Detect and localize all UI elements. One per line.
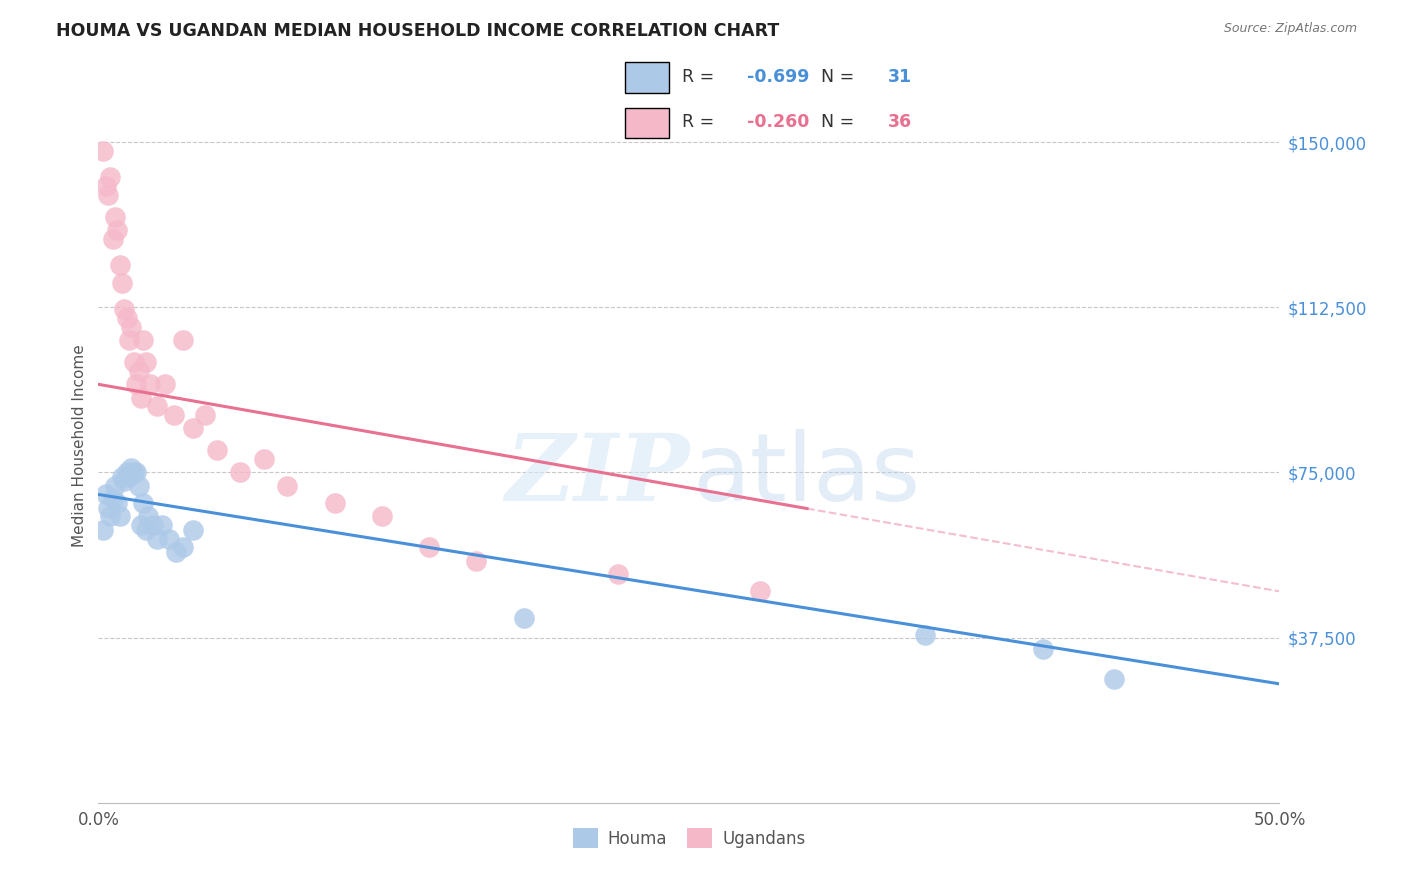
Point xyxy=(157,532,180,546)
Text: -0.699: -0.699 xyxy=(747,68,808,86)
Point xyxy=(128,478,150,492)
Point xyxy=(748,584,770,599)
Point xyxy=(97,500,120,515)
Point xyxy=(101,232,124,246)
Point xyxy=(115,311,138,326)
Point xyxy=(111,276,134,290)
Point xyxy=(121,320,143,334)
Point xyxy=(121,461,143,475)
Point xyxy=(115,466,138,480)
Text: 36: 36 xyxy=(889,113,912,131)
Point xyxy=(104,478,127,492)
Point xyxy=(125,377,148,392)
Point xyxy=(129,518,152,533)
Point xyxy=(91,523,114,537)
Point xyxy=(205,443,228,458)
Point xyxy=(165,545,187,559)
Point xyxy=(253,452,276,467)
Point xyxy=(122,355,145,369)
Point xyxy=(163,408,186,422)
Point xyxy=(136,509,159,524)
Text: N =: N = xyxy=(821,113,859,131)
Legend: Houma, Ugandans: Houma, Ugandans xyxy=(565,822,813,855)
Point xyxy=(125,466,148,480)
Text: Source: ZipAtlas.com: Source: ZipAtlas.com xyxy=(1223,22,1357,36)
Point xyxy=(607,566,630,581)
Point xyxy=(112,475,135,489)
Point xyxy=(135,523,157,537)
Point xyxy=(118,470,141,484)
Point xyxy=(132,496,155,510)
Point xyxy=(135,355,157,369)
Point xyxy=(465,553,488,567)
Point xyxy=(142,518,165,533)
Point xyxy=(112,302,135,317)
Point xyxy=(181,523,204,537)
Point xyxy=(194,408,217,422)
Point xyxy=(98,170,121,185)
Point xyxy=(122,466,145,480)
Y-axis label: Median Household Income: Median Household Income xyxy=(72,344,87,548)
Point xyxy=(172,541,194,555)
Point xyxy=(150,518,173,533)
Point xyxy=(146,532,169,546)
Point xyxy=(98,509,121,524)
Point xyxy=(105,496,128,510)
Point xyxy=(512,611,534,625)
Point xyxy=(91,144,114,158)
Point xyxy=(146,400,169,414)
Point xyxy=(323,496,346,510)
Point xyxy=(105,223,128,237)
Point xyxy=(172,333,194,347)
Point xyxy=(132,333,155,347)
FancyBboxPatch shape xyxy=(626,108,669,138)
Point xyxy=(108,259,131,273)
Point xyxy=(276,478,298,492)
Point xyxy=(914,628,936,642)
Text: ZIP: ZIP xyxy=(505,430,689,519)
Point xyxy=(371,509,394,524)
Point xyxy=(101,491,124,506)
Point xyxy=(128,364,150,378)
Point xyxy=(94,487,117,501)
Text: 31: 31 xyxy=(889,68,912,86)
Point xyxy=(111,470,134,484)
Point xyxy=(118,333,141,347)
Point xyxy=(229,466,252,480)
FancyBboxPatch shape xyxy=(626,62,669,93)
Point xyxy=(97,188,120,202)
Text: -0.260: -0.260 xyxy=(747,113,808,131)
Point xyxy=(108,509,131,524)
Point xyxy=(139,377,162,392)
Text: R =: R = xyxy=(682,113,720,131)
Point xyxy=(1032,641,1054,656)
Point xyxy=(104,210,127,224)
Text: N =: N = xyxy=(821,68,859,86)
Text: R =: R = xyxy=(682,68,720,86)
Point xyxy=(129,391,152,405)
Text: atlas: atlas xyxy=(693,428,921,521)
Point xyxy=(181,421,204,435)
Text: HOUMA VS UGANDAN MEDIAN HOUSEHOLD INCOME CORRELATION CHART: HOUMA VS UGANDAN MEDIAN HOUSEHOLD INCOME… xyxy=(56,22,779,40)
Point xyxy=(94,179,117,194)
Point xyxy=(1102,673,1125,687)
Point xyxy=(153,377,176,392)
Point xyxy=(418,541,440,555)
